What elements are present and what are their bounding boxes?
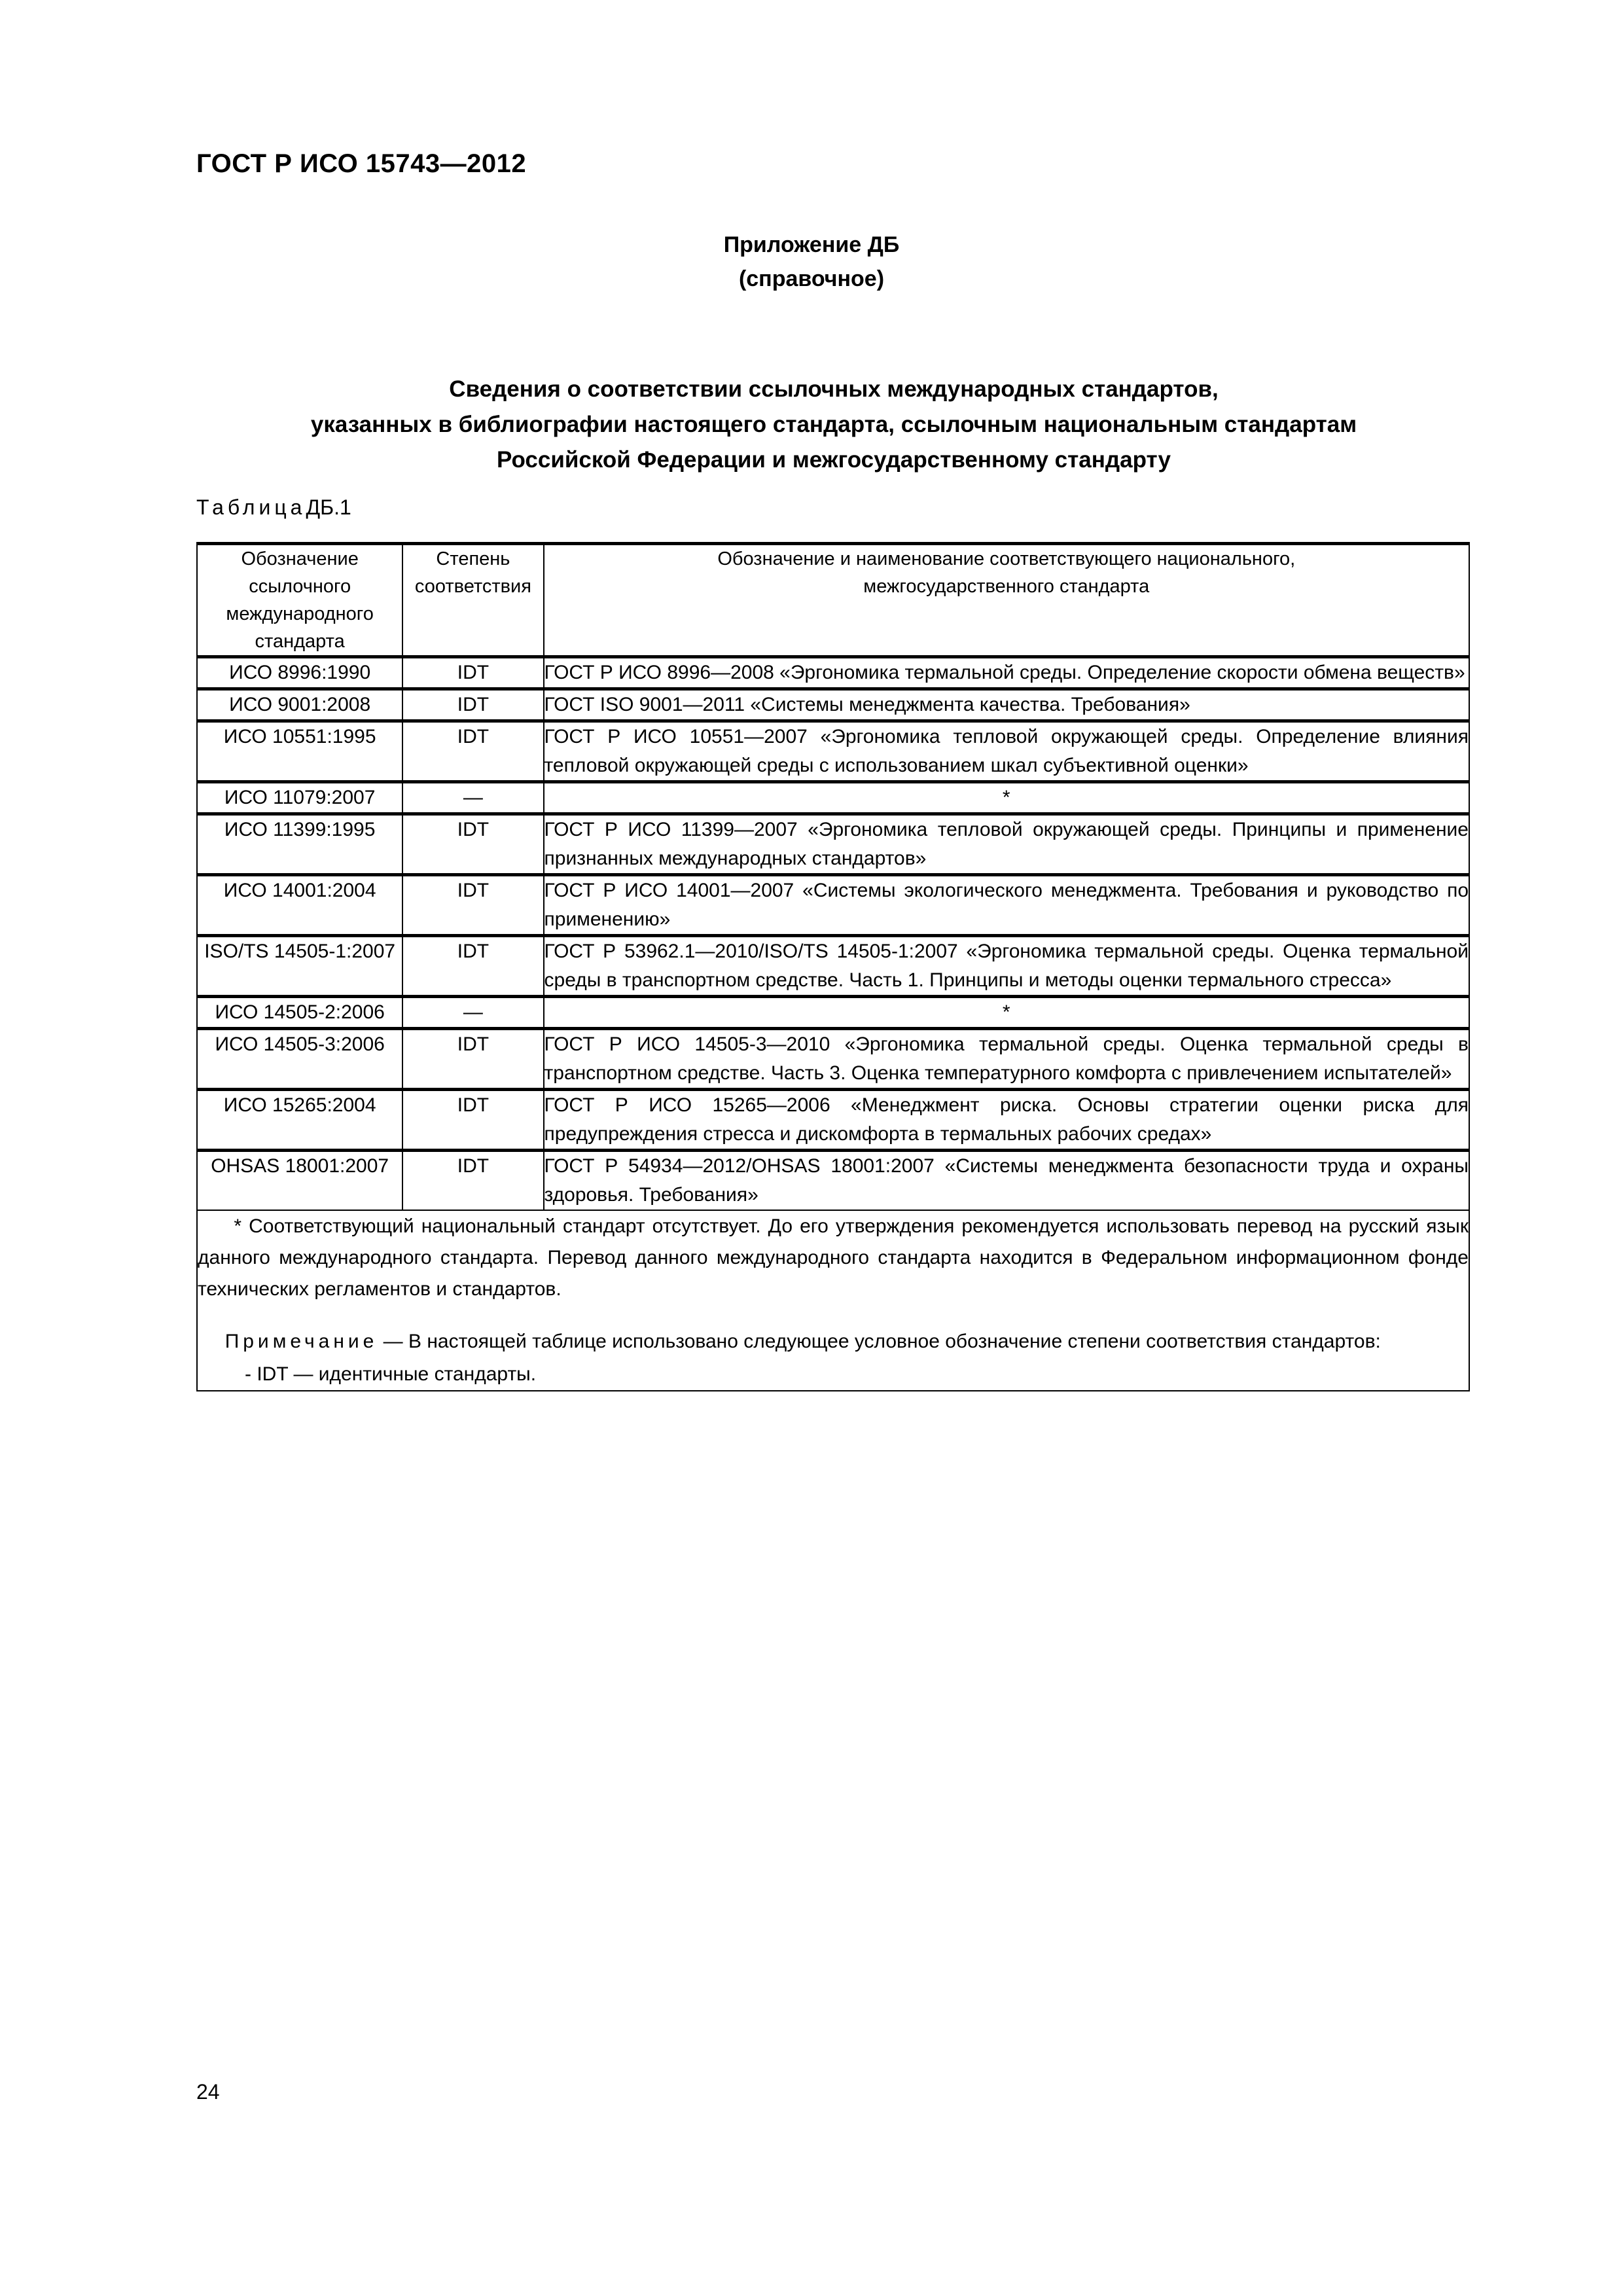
cell-national: ГОСТ Р ИСО 14505-3—2010 «Эргономика терм… (543, 1027, 1471, 1090)
table-header-cell-reference: Обозначение ссылочного международного ст… (196, 542, 404, 658)
cell-national: ГОСТ Р 54934—2012/OHSAS 18001:2007 «Сист… (543, 1149, 1471, 1211)
table-header-cell-national: Обозначение и наименование соответствующ… (543, 542, 1471, 658)
cell-degree: IDT (402, 687, 544, 722)
note-text: — В настоящей таблице использовано следу… (378, 1331, 1381, 1352)
cell-reference: ИСО 14505-2:2006 (196, 995, 404, 1030)
cell-degree: IDT (402, 1027, 544, 1090)
cell-degree: IDT (402, 934, 544, 997)
footnote-text: * Соответствующий национальный стандарт … (198, 1211, 1469, 1305)
table-footnote-cell: * Соответствующий национальный стандарт … (196, 1210, 1470, 1391)
cell-reference: ИСО 15265:2004 (196, 1088, 404, 1151)
cell-reference: ИСО 8996:1990 (196, 655, 404, 690)
table-header-degree-line-1: Степень (436, 548, 510, 569)
table-row: ИСО 8996:1990 IDT ГОСТ Р ИСО 8996—2008 «… (196, 655, 1471, 690)
cell-national: ГОСТ Р ИСО 10551—2007 «Эргономика теплов… (543, 719, 1471, 783)
table-row: ИСО 11399:1995 IDT ГОСТ Р ИСО 11399—2007… (196, 812, 1471, 876)
annex-heading: Приложение ДБ (справочное) (0, 228, 1623, 296)
table-row: OHSAS 18001:2007 IDT ГОСТ Р 54934—2012/O… (196, 1149, 1471, 1211)
cell-degree: — (402, 995, 544, 1030)
table-row: ИСО 10551:1995 IDT ГОСТ Р ИСО 10551—2007… (196, 719, 1471, 783)
table-header-row: Обозначение ссылочного международного ст… (196, 542, 1471, 658)
cell-national: * (543, 780, 1471, 815)
note-list-item: - IDT — идентичные стандарты. (245, 1363, 537, 1385)
page-title-line-1: Сведения о соответствии ссылочных междун… (449, 376, 1219, 402)
cell-reference: ИСО 14001:2004 (196, 873, 404, 937)
table-row: ИСО 11079:2007 — * (196, 780, 1471, 815)
table-row: ИСО 9001:2008 IDT ГОСТ ISO 9001—2011 «Си… (196, 687, 1471, 722)
table-header-degree-line-2: соответствия (414, 576, 531, 597)
cell-degree: — (402, 780, 544, 815)
page-title-line-3: Российской Федерации и межгосударственно… (497, 447, 1171, 473)
cell-national: ГОСТ Р 53962.1—2010/ISO/TS 14505-1:2007 … (543, 934, 1471, 997)
annex-title: Приложение ДБ (723, 232, 900, 257)
table-header-national-line-2: межгосударственного стандарта (863, 576, 1150, 597)
table-row: ИСО 15265:2004 IDT ГОСТ Р ИСО 15265—2006… (196, 1088, 1471, 1151)
cell-reference: ИСО 14505-3:2006 (196, 1027, 404, 1090)
table-row: ИСО 14505-3:2006 IDT ГОСТ Р ИСО 14505-3—… (196, 1027, 1471, 1090)
cell-national: ГОСТ Р ИСО 8996—2008 «Эргономика термаль… (543, 655, 1471, 690)
cell-degree: IDT (402, 873, 544, 937)
table-caption: ТаблицаДБ.1 (196, 495, 351, 520)
cell-national: ГОСТ Р ИСО 14001—2007 «Системы экологиче… (543, 873, 1471, 937)
cell-degree: IDT (402, 1088, 544, 1151)
table-row: ИСО 14001:2004 IDT ГОСТ Р ИСО 14001—2007… (196, 873, 1471, 937)
table-header-national-line-1: Обозначение и наименование соответствующ… (717, 548, 1296, 569)
page-number: 24 (196, 2080, 220, 2104)
note-label: Примечание (224, 1331, 378, 1352)
footnote-body: * Соответствующий национальный стандарт … (198, 1215, 1469, 1300)
page-title: Сведения о соответствии ссылочных междун… (196, 372, 1471, 478)
table-row: ИСО 14505-2:2006 — * (196, 995, 1471, 1030)
cell-degree: IDT (402, 655, 544, 690)
table-header-cell-degree: Степень соответствия (402, 542, 544, 658)
compliance-table: Обозначение ссылочного международного ст… (196, 542, 1471, 1391)
table-body: Обозначение ссылочного международного ст… (196, 542, 1471, 1391)
cell-national: ГОСТ Р ИСО 11399—2007 «Эргономика теплов… (543, 812, 1471, 876)
cell-national: * (543, 995, 1471, 1030)
cell-reference: ИСО 9001:2008 (196, 687, 404, 722)
cell-degree: IDT (402, 812, 544, 876)
cell-reference: ИСО 11399:1995 (196, 812, 404, 876)
cell-reference: ИСО 10551:1995 (196, 719, 404, 783)
table-note: Примечание — В настоящей таблице использ… (198, 1326, 1469, 1357)
table-caption-word: Таблица (196, 495, 306, 519)
cell-reference: OHSAS 18001:2007 (196, 1149, 404, 1211)
table-header-reference-line-2: международного стандарта (226, 603, 374, 652)
cell-degree: IDT (402, 1149, 544, 1211)
cell-reference: ИСО 11079:2007 (196, 780, 404, 815)
table-footnote-row: * Соответствующий национальный стандарт … (196, 1210, 1470, 1391)
annex-subtitle: (справочное) (738, 266, 885, 291)
cell-degree: IDT (402, 719, 544, 783)
page-header-standard-code: ГОСТ Р ИСО 15743—2012 (196, 149, 527, 178)
table-row: ISO/TS 14505-1:2007 IDT ГОСТ Р 53962.1—2… (196, 934, 1471, 997)
cell-reference: ISO/TS 14505-1:2007 (196, 934, 404, 997)
table-caption-number: ДБ.1 (306, 495, 351, 519)
cell-national: ГОСТ ISO 9001—2011 «Системы менеджмента … (543, 687, 1471, 722)
table-header-reference-line-1: Обозначение ссылочного (241, 548, 359, 597)
cell-national: ГОСТ Р ИСО 15265—2006 «Менеджмент риска.… (543, 1088, 1471, 1151)
page-title-line-2: указанных в библиографии настоящего стан… (310, 412, 1357, 437)
